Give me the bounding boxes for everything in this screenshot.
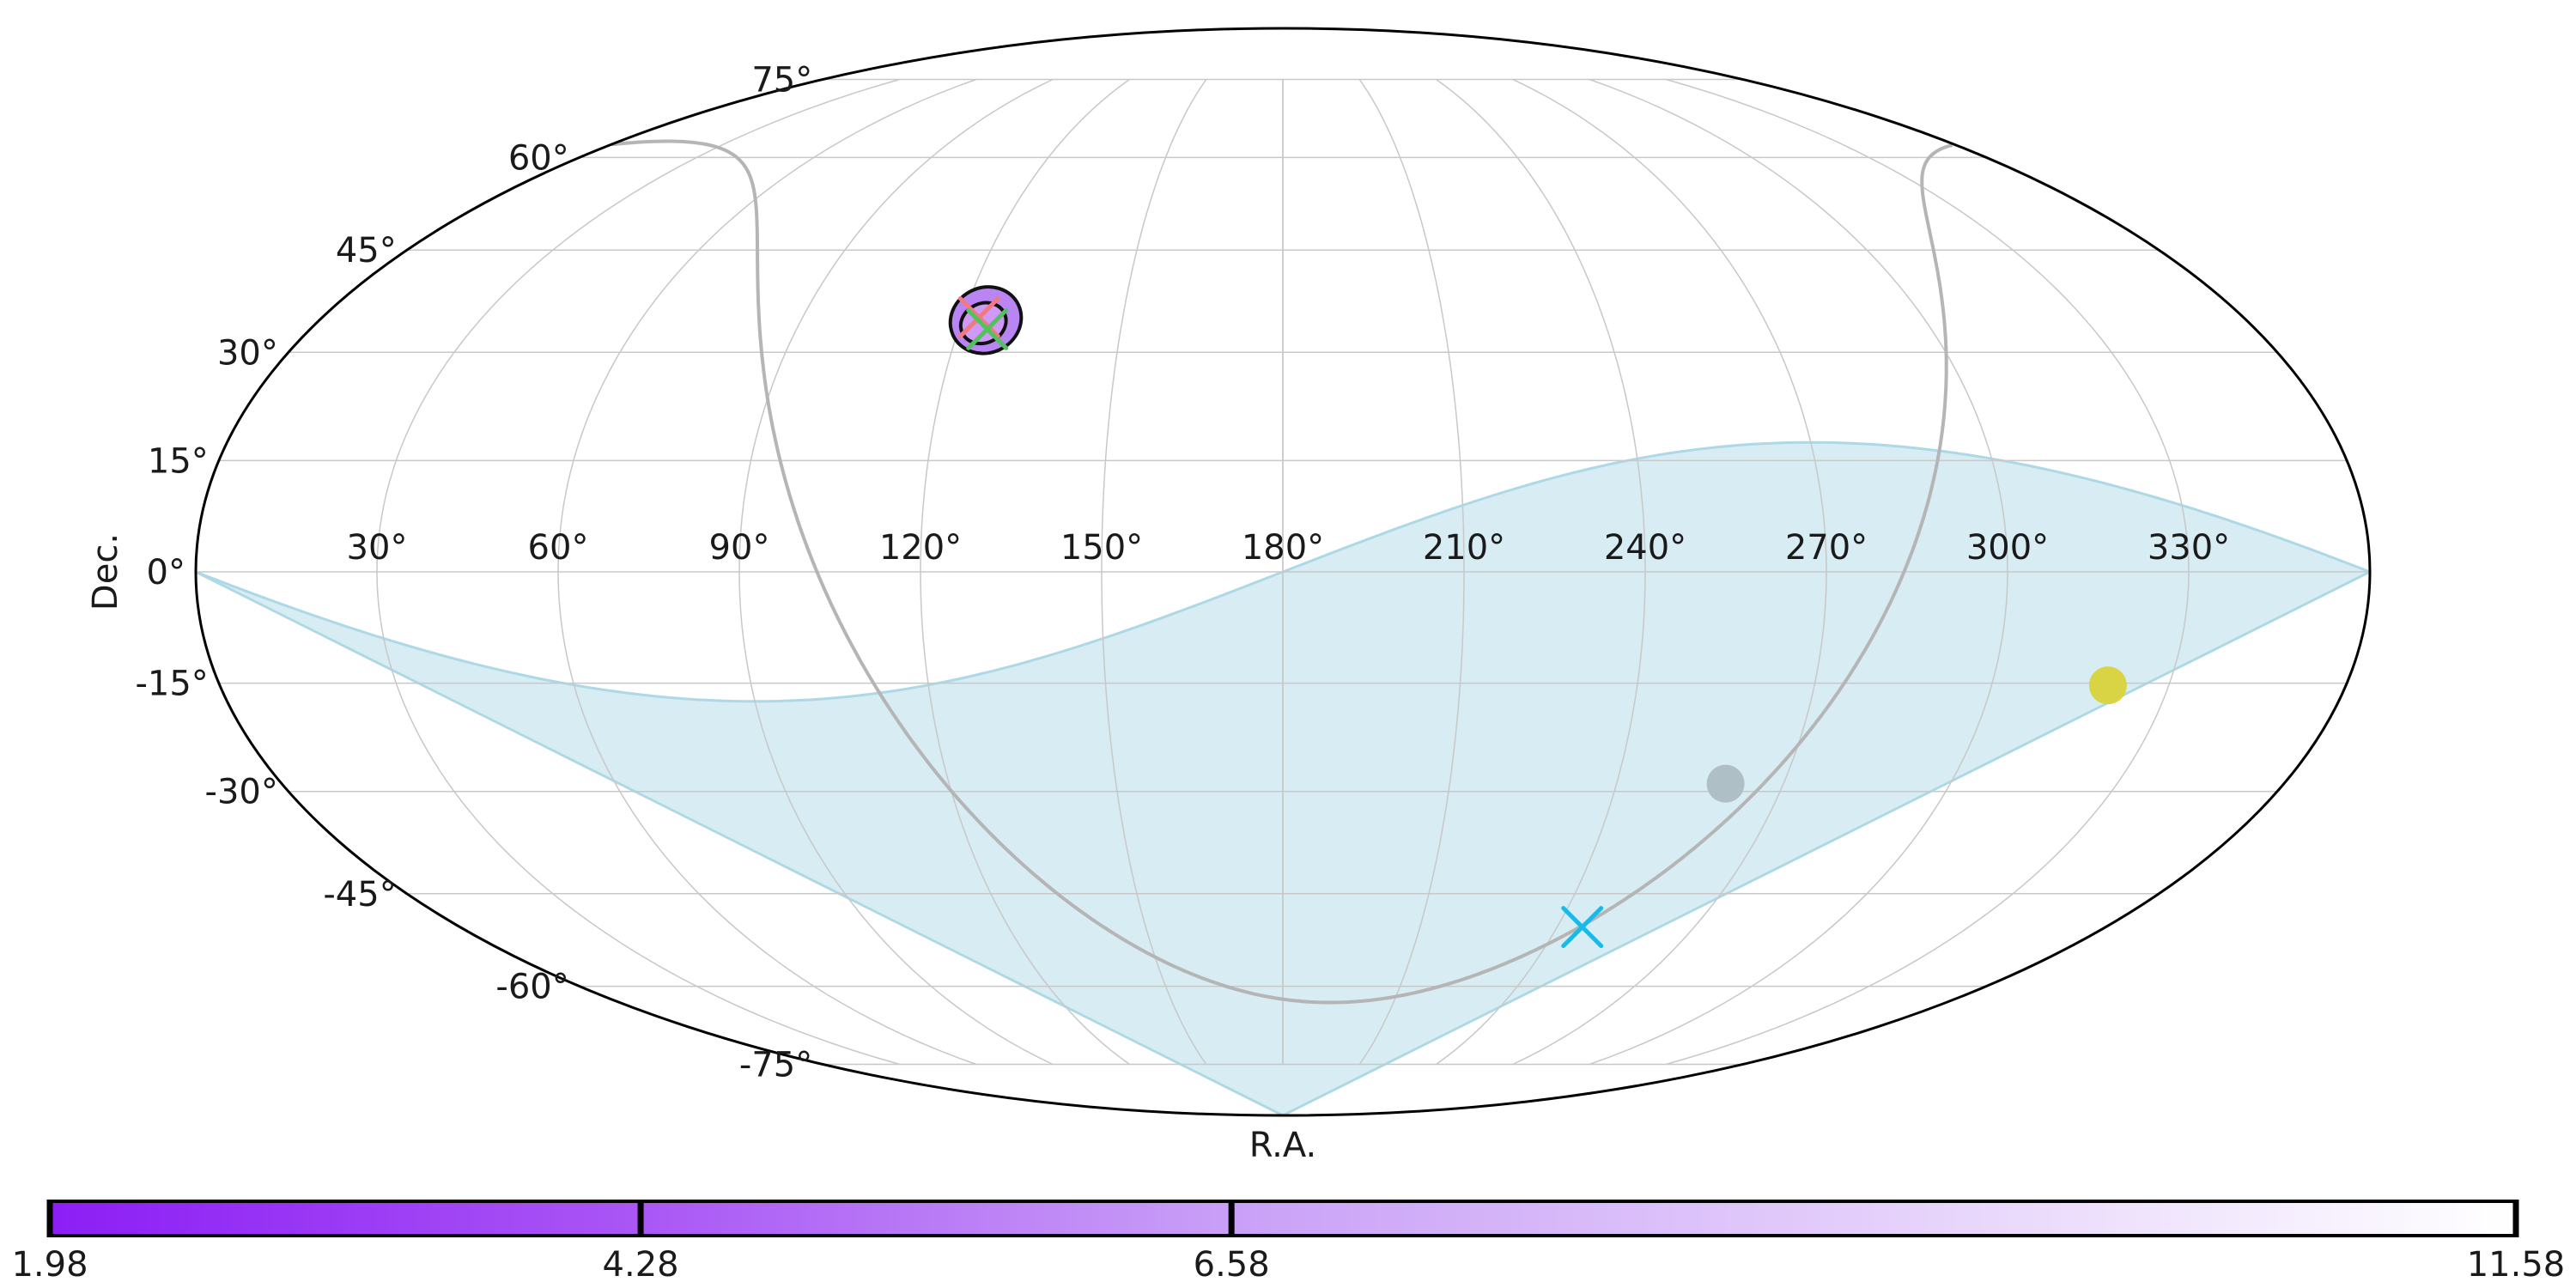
dec-tick-label: 45° (336, 231, 397, 270)
colorbar-gradient (48, 1200, 2518, 1237)
ra-gridline (1666, 78, 2190, 1066)
ra-tick-label: 210° (1423, 528, 1505, 568)
skymap-contours (948, 285, 1024, 355)
ra-gridline (1358, 79, 1465, 1065)
dec-tick-label: -30° (205, 773, 278, 812)
dec-tick-label: 75° (751, 60, 812, 100)
ra-tick-label: 240° (1604, 528, 1686, 568)
ra-tick-label: 60° (528, 528, 589, 568)
colorbar: 1.98 4.28 6.58 11.58 (11, 1200, 2565, 1285)
galactic-plane (611, 139, 1765, 1005)
marker-x-3 (957, 296, 1000, 339)
marker-x-4 (966, 307, 1009, 350)
ra-gridline (1512, 78, 1827, 1066)
ra-gridline (1101, 79, 1207, 1065)
galactic-plane (1762, 143, 1953, 786)
colorbar-tick-label: 4.28 (603, 1245, 679, 1285)
ra-tick-label: 150° (1060, 528, 1143, 568)
marker-x-2 (1561, 906, 1604, 949)
colorbar-tick-label: 11.58 (2467, 1245, 2566, 1285)
ra-tick-labels: 30° 60° 90° 120° 150° 180° 210° 240° 270° 300° 330… (347, 528, 2231, 568)
ra-gridline (376, 78, 900, 1066)
ra-gridline (1436, 78, 1646, 1066)
ra-tick-label: 30° (347, 528, 408, 568)
dec-tick-label: 15° (148, 441, 209, 481)
dec-tick-label: -15° (135, 665, 208, 704)
dec-tick-labels: 75° 60° 45° 30° 15° 0° -15° -30° -45° -60° -75° (135, 60, 812, 1084)
dec-tick-label: 0° (147, 553, 185, 592)
colorbar-tick-label: 6.58 (1194, 1245, 1270, 1285)
colorbar-ticks: 1.98 4.28 6.58 11.58 (11, 1200, 2565, 1285)
x-axis-label: R.A. (1249, 1126, 1316, 1165)
ra-gridline (1589, 78, 2008, 1066)
dec-tick-label: 60° (508, 138, 569, 178)
y-axis-label: Dec. (86, 533, 125, 611)
marker-dot-1 (2088, 666, 2127, 705)
ra-tick-label: 330° (2148, 528, 2230, 568)
ra-tick-label: 90° (709, 528, 770, 568)
dec-tick-label: -45° (323, 875, 396, 914)
coordinate-grid (196, 78, 2370, 1066)
ra-tick-label: 120° (879, 528, 962, 568)
ra-tick-label: 180° (1242, 528, 1324, 568)
ra-gridline (557, 78, 977, 1066)
map-boundary (194, 27, 2372, 1117)
dec-tick-label: 30° (217, 333, 278, 373)
galactic-plane-layer (611, 139, 1953, 1005)
ra-gridline (738, 78, 1054, 1066)
dec-tick-label: -60° (495, 968, 568, 1007)
marker-dot-0 (1706, 764, 1745, 803)
ra-gridline (920, 78, 1130, 1066)
marker-layer (957, 296, 2127, 949)
colorbar-tick-label: 1.98 (11, 1245, 88, 1285)
ra-tick-label: 300° (1966, 528, 2049, 568)
dec-tick-label: -75° (739, 1046, 812, 1085)
ra-tick-label: 270° (1785, 528, 1868, 568)
